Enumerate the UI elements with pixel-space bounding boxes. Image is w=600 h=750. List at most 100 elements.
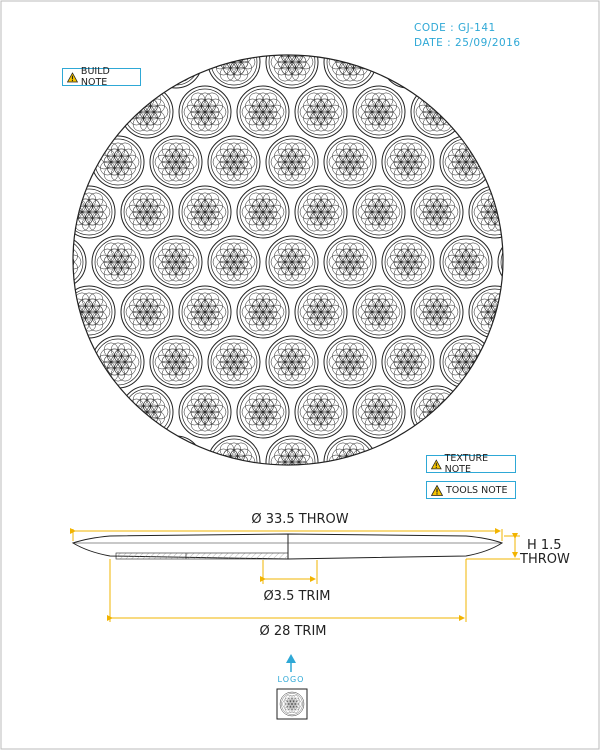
plate-side-profile [71,533,504,560]
date-label: DATE : 25/09/2016 [414,37,521,49]
texture-motif [556,436,600,488]
texture-note-label: TEXTURE NOTE [444,453,489,475]
texture-note-button[interactable]: TEXTURE NOTE [426,453,516,475]
texture-motif [149,435,203,465]
tools-note-button[interactable]: TOOLS NOTE [426,481,516,499]
texture-motif [294,385,348,439]
texture-motif [73,135,87,189]
texture-motif [352,85,406,139]
logo-label: LOGO [278,675,305,684]
texture-motif [265,55,319,89]
texture-motif [120,385,174,439]
texture-motif [91,235,145,289]
texture-motif [585,186,600,238]
texture-motif [73,235,87,289]
texture-motif [207,135,261,189]
texture-motif [468,385,503,439]
texture-motif [5,86,57,138]
texture-motif [352,185,406,239]
texture-motif [149,55,203,89]
texture-motif [585,286,600,338]
texture-motif [236,285,290,339]
texture-motif [121,486,173,538]
texture-motif [556,336,600,388]
foot-diameter-label: Ø3.5 TRIM [263,589,330,604]
texture-motif [178,285,232,339]
texture-motif [5,486,57,538]
texture-motif [207,335,261,389]
texture-motif [323,135,377,189]
texture-motif [73,185,116,239]
texture-motif [556,236,600,288]
texture-motif [0,436,28,488]
texture-motif [585,386,600,438]
arrow-up-icon [286,654,296,672]
texture-motif [73,435,87,465]
texture-motif [410,285,464,339]
texture-motif [294,85,348,139]
texture-motif [149,135,203,189]
build-note-button[interactable]: BUILD NOTE [62,66,141,88]
texture-motif [468,85,503,139]
texture-motif [149,335,203,389]
texture-motif [323,335,377,389]
texture-motif [91,335,145,389]
texture-motif [527,286,579,338]
texture-motif [527,386,579,438]
texture-motif [497,135,503,189]
texture-motif [265,135,319,189]
flower-of-life-icon [276,688,308,720]
texture-motif [73,385,116,439]
profile-section-hatch [115,552,289,560]
warning-triangle-icon [67,71,78,82]
texture-motif [527,86,579,138]
texture-motif [556,36,600,88]
height-suffix-label: THROW [519,552,570,567]
texture-motif [149,235,203,289]
texture-motif [585,86,600,138]
plate-top-view [0,36,600,538]
texture-motif [323,235,377,289]
tools-note-label: TOOLS NOTE [446,484,508,496]
texture-motif [323,55,377,89]
texture-motif [5,386,57,438]
texture-motif [178,85,232,139]
warning-triangle-icon [431,484,443,496]
texture-motif [120,85,174,139]
texture-motif [410,385,464,439]
texture-motif [179,486,231,538]
build-note-label: BUILD NOTE [80,66,110,88]
texture-motif [265,235,319,289]
dim-trim-diameter [107,559,467,622]
texture-motif [5,186,57,238]
texture-motif [73,335,87,389]
texture-motif [178,385,232,439]
texture-motif [381,135,435,189]
dim-throw-diameter [70,528,503,541]
texture-motif [0,336,28,388]
texture-motif [0,236,28,288]
texture-motif [5,286,57,338]
texture-motif [91,435,145,465]
texture-motif [0,136,28,188]
texture-motif [468,185,503,239]
texture-motif [265,335,319,389]
texture-motif [439,235,493,289]
texture-motif [352,385,406,439]
dim-foot-diameter [260,560,318,584]
texture-motif [556,136,600,188]
texture-motif [73,85,116,139]
texture-motif [265,435,319,465]
warning-triangle-icon [431,458,442,469]
texture-motif [63,486,115,538]
texture-motif [352,285,406,339]
texture-motif [410,185,464,239]
texture-motif [178,185,232,239]
texture-motif [527,186,579,238]
texture-motif [497,335,503,389]
texture-motif [381,235,435,289]
height-label: H 1.5 [527,538,562,553]
texture-motif [527,486,579,538]
